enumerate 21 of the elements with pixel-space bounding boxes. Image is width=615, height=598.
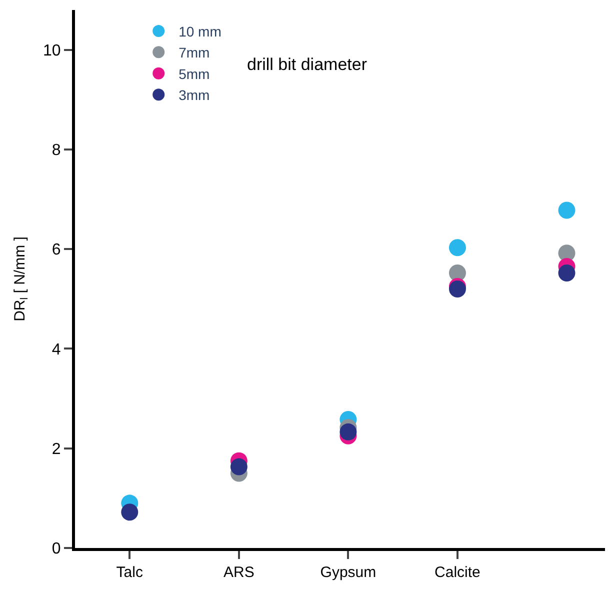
point [230,458,248,476]
x-tick-label: Calcite [434,564,480,581]
y-tick-label: 10 [43,42,61,60]
y-tick-label: 4 [52,341,61,358]
y-tick-label: 2 [52,440,61,458]
point [340,423,357,440]
annotation: drill bit diameter [247,55,368,74]
point [121,504,138,521]
legend-label: 7mm [178,44,210,61]
y-tick-label: 8 [52,142,61,160]
legend-label: 5mm [178,66,210,82]
legend-label: 3mm [178,87,210,104]
x-tick-label: ARS [224,564,254,581]
point [558,202,576,219]
y-tick-label: 6 [52,242,61,259]
point [558,264,576,282]
y-tick-label: 0 [52,540,61,558]
point [448,239,466,256]
legend-label: 10 mm [178,23,222,40]
x-tick-label: Gypsum [320,564,376,581]
x-tick-label: Talc [116,564,144,581]
